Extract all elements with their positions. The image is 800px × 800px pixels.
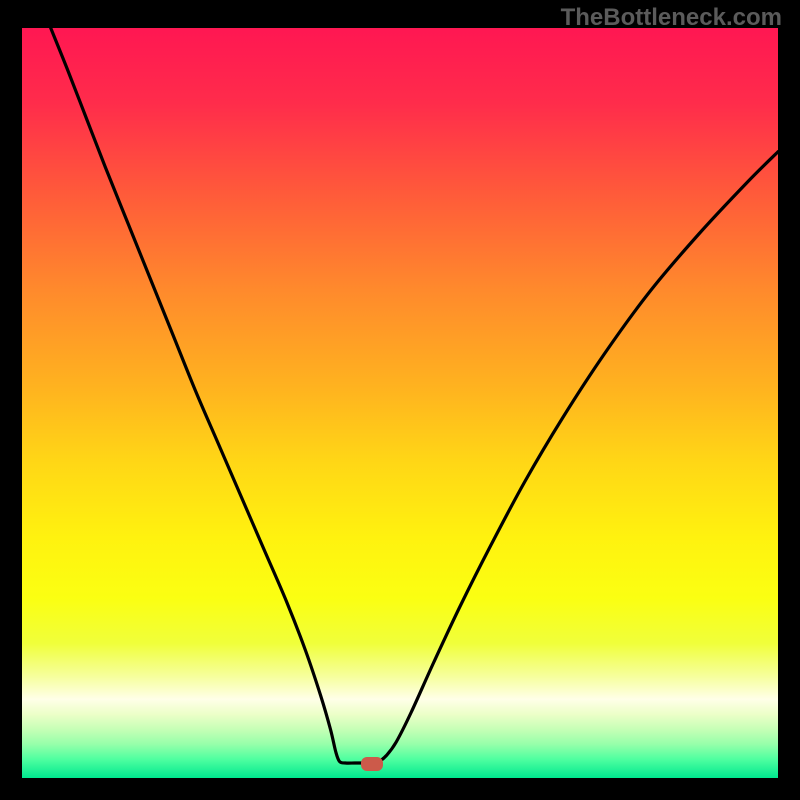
chart-container: TheBottleneck.com <box>0 0 800 800</box>
curve-svg <box>22 28 778 778</box>
watermark-text: TheBottleneck.com <box>561 4 782 32</box>
bottleneck-curve <box>51 28 778 763</box>
plot-area <box>22 28 778 778</box>
bottleneck-marker <box>361 757 383 771</box>
